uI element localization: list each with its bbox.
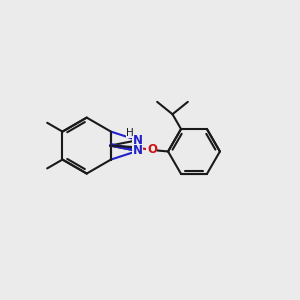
Text: N: N (133, 144, 142, 158)
Text: O: O (147, 143, 157, 157)
Text: H: H (126, 128, 134, 138)
Text: N: N (133, 134, 142, 147)
